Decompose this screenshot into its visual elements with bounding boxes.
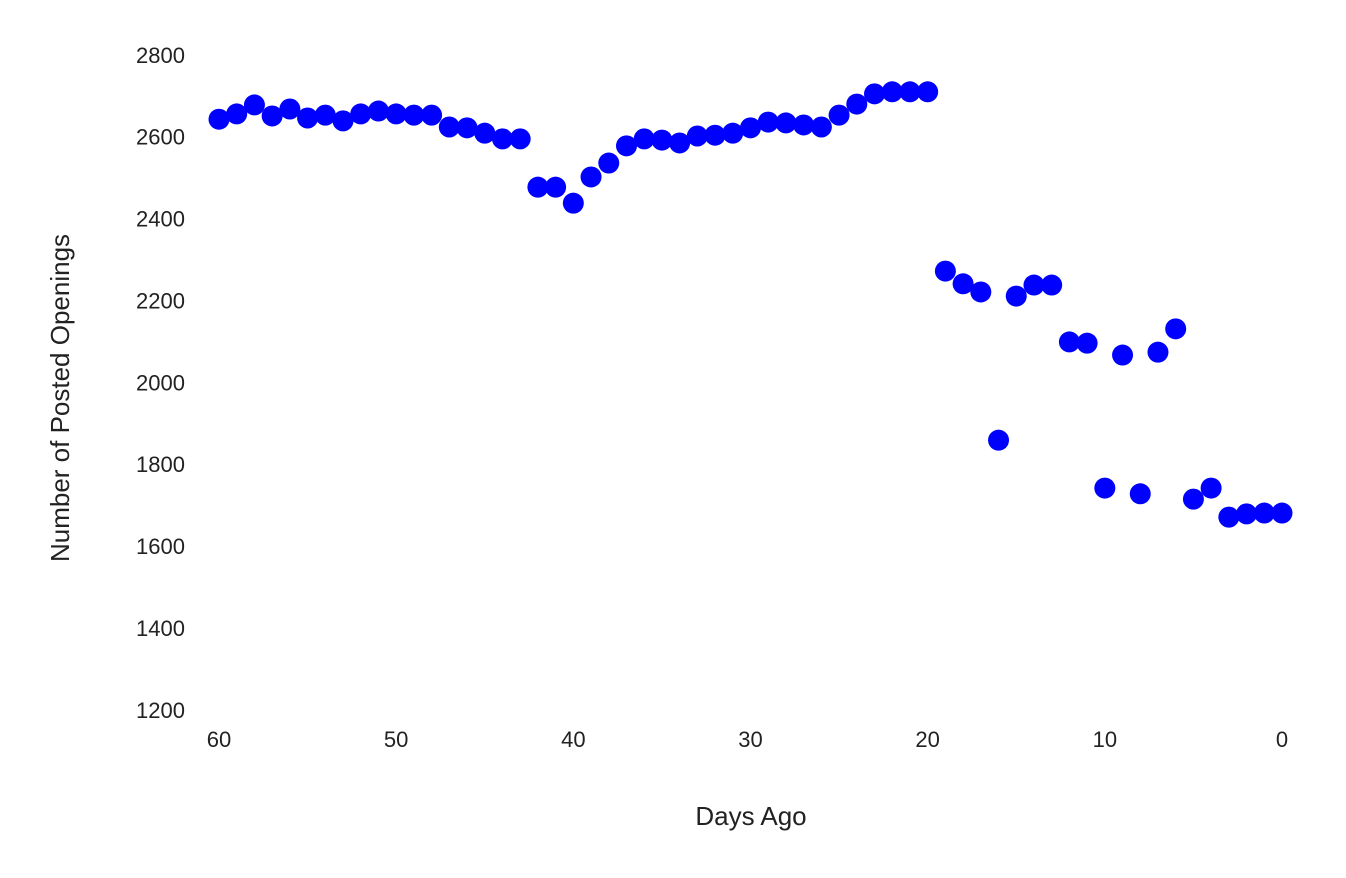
point — [367, 100, 389, 122]
point — [1147, 341, 1169, 363]
point — [1182, 488, 1204, 510]
point — [669, 132, 691, 154]
point — [686, 125, 708, 147]
y-tick-label: 2800 — [136, 43, 185, 68]
y-tick-label: 2200 — [136, 288, 185, 313]
point — [1271, 502, 1293, 524]
x-tick-label: 50 — [384, 727, 408, 752]
point — [243, 94, 265, 116]
point — [1165, 318, 1187, 340]
point — [261, 105, 283, 127]
point — [810, 116, 832, 138]
point — [775, 112, 797, 134]
y-tick-label: 2000 — [136, 370, 185, 395]
point — [917, 81, 939, 103]
point — [1236, 503, 1258, 525]
y-tick-label: 1800 — [136, 452, 185, 477]
point — [952, 273, 974, 295]
point — [1218, 506, 1240, 528]
point — [421, 104, 443, 126]
x-tick-label: 40 — [561, 727, 585, 752]
point — [1112, 344, 1134, 366]
point — [297, 107, 319, 129]
x-tick-label: 0 — [1276, 727, 1288, 752]
point — [314, 104, 336, 126]
point — [828, 104, 850, 126]
point — [545, 176, 567, 198]
point — [864, 83, 886, 105]
point — [403, 104, 425, 126]
point — [1058, 331, 1080, 353]
point — [332, 110, 354, 132]
point — [1129, 483, 1151, 505]
point — [1076, 332, 1098, 354]
x-tick-label: 10 — [1093, 727, 1117, 752]
point — [722, 122, 744, 144]
x-tick-label: 20 — [915, 727, 939, 752]
point — [740, 117, 761, 139]
point — [1253, 502, 1275, 524]
point — [598, 152, 620, 174]
y-axis-label: Number of Posted Openings — [45, 234, 75, 562]
y-tick-label: 1600 — [136, 534, 185, 559]
point — [846, 93, 868, 115]
y-tick-label: 2400 — [136, 207, 185, 232]
point — [881, 81, 903, 103]
y-tick-label: 1400 — [136, 616, 185, 641]
point — [580, 166, 602, 188]
point — [633, 128, 655, 150]
point — [970, 281, 992, 303]
point — [934, 260, 956, 282]
point — [385, 103, 407, 125]
point — [988, 429, 1010, 451]
point — [1200, 477, 1222, 499]
x-tick-label: 30 — [738, 727, 762, 752]
point — [793, 114, 815, 136]
point — [1094, 477, 1116, 499]
point — [562, 192, 584, 214]
point — [491, 128, 513, 150]
point — [438, 116, 460, 138]
y-tick-label: 2600 — [136, 125, 185, 150]
point — [527, 176, 549, 198]
point — [474, 122, 496, 144]
point — [456, 117, 478, 139]
point — [704, 124, 726, 146]
y-tick-label: 1200 — [136, 698, 185, 723]
point — [1041, 274, 1063, 296]
point — [1005, 285, 1027, 307]
point — [509, 128, 531, 150]
x-tick-label: 60 — [207, 727, 231, 752]
point — [757, 111, 779, 133]
point — [651, 129, 673, 151]
point — [279, 98, 301, 120]
point — [1023, 274, 1045, 296]
point — [208, 108, 230, 130]
point — [615, 135, 637, 157]
point — [899, 81, 921, 103]
x-axis-label: Days Ago — [695, 801, 806, 831]
point — [350, 103, 372, 125]
point — [226, 103, 248, 125]
